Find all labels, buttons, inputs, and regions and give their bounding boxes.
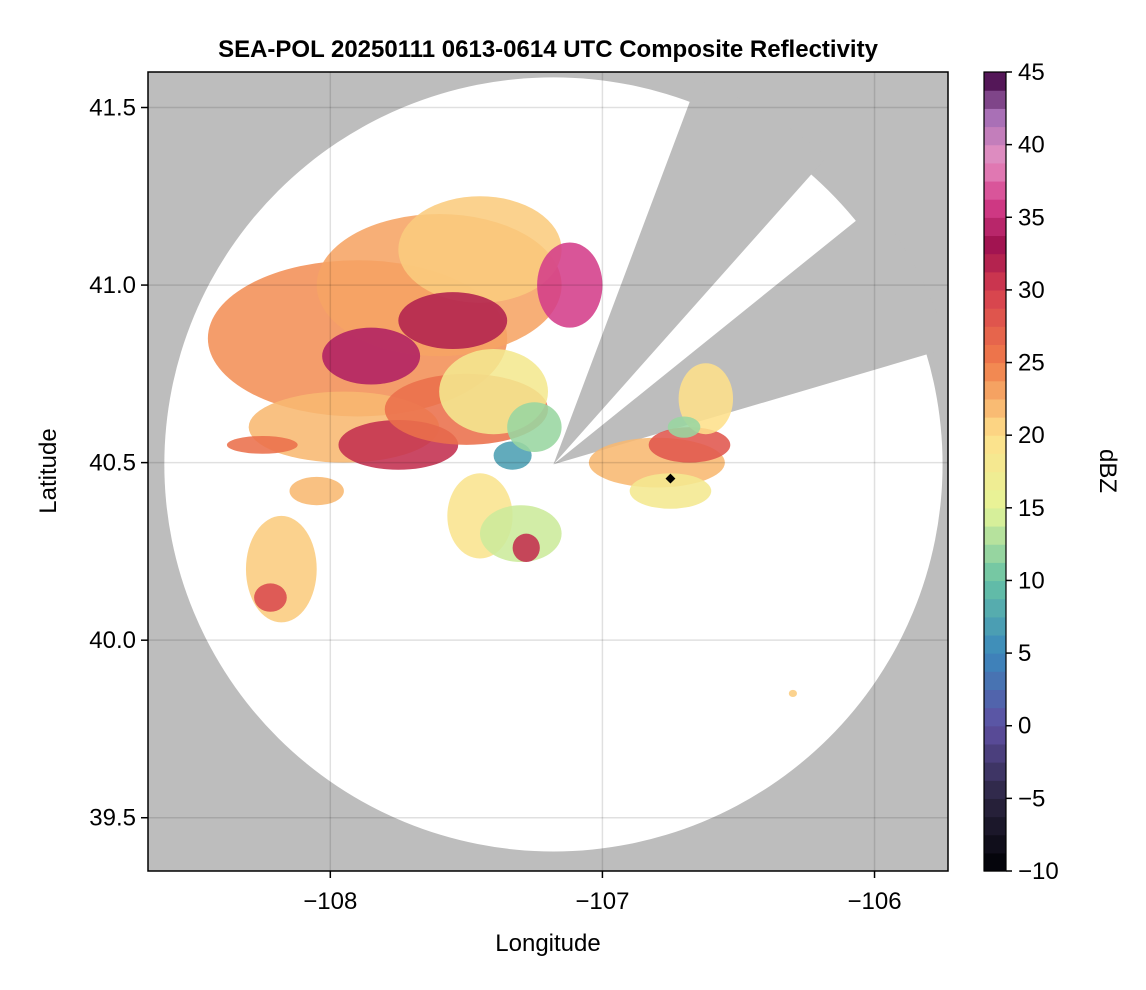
colorbar-segment xyxy=(984,144,1006,164)
y-tick-label: 41.0 xyxy=(89,272,136,299)
colorbar-tick-label: 10 xyxy=(1018,567,1045,594)
colorbar-segment xyxy=(984,743,1006,763)
colorbar-segment xyxy=(984,653,1006,672)
colorbar-segment xyxy=(984,798,1006,818)
colorbar-segment xyxy=(984,471,1006,491)
colorbar-segment xyxy=(984,326,1006,345)
echo-region-13 xyxy=(254,583,287,612)
colorbar-tick-label: 30 xyxy=(1018,277,1045,304)
colorbar-tick-label: 20 xyxy=(1018,422,1045,449)
colorbar-segment xyxy=(984,417,1006,436)
colorbar-tick-label: 25 xyxy=(1018,350,1045,377)
colorbar-segment xyxy=(984,834,1006,854)
echo-region-18 xyxy=(507,402,562,452)
colorbar-segment xyxy=(984,816,1006,836)
colorbar-segment xyxy=(984,362,1006,382)
colorbar-segment xyxy=(984,489,1006,509)
colorbar-segment xyxy=(984,108,1006,128)
colorbar-segment xyxy=(984,507,1006,527)
y-tick-label: 41.5 xyxy=(89,95,136,122)
location-marker xyxy=(665,473,676,484)
colorbar-segment xyxy=(984,707,1006,727)
colorbar-segment xyxy=(984,544,1006,563)
colorbar-segment xyxy=(984,344,1006,364)
colorbar-tick-label: 15 xyxy=(1018,495,1045,522)
plot-content xyxy=(148,72,948,871)
x-tick-label: −106 xyxy=(847,888,901,915)
colorbar-segment xyxy=(984,380,1006,400)
colorbar-segment xyxy=(984,453,1006,473)
colorbar-segment xyxy=(984,180,1006,200)
colorbar-segment xyxy=(984,126,1006,146)
colorbar-segment xyxy=(984,271,1006,291)
colorbar-segment xyxy=(984,616,1006,636)
colorbar-tick-label: 5 xyxy=(1018,640,1031,667)
colorbar-tick-label: 40 xyxy=(1018,132,1045,159)
colorbar-segment xyxy=(984,289,1006,309)
echo-region-21 xyxy=(678,363,734,435)
echo-region-11 xyxy=(289,476,344,506)
colorbar-tick-label: −10 xyxy=(1018,858,1059,885)
y-tick-label: 40.0 xyxy=(89,627,136,654)
colorbar-segment xyxy=(984,762,1006,781)
colorbar-segment xyxy=(984,634,1006,654)
echo-region-22 xyxy=(629,473,712,509)
colorbar-tick-label: −5 xyxy=(1018,785,1045,812)
echo-region-20 xyxy=(648,427,731,463)
chart-title: SEA-POL 20250111 0613-0614 UTC Composite… xyxy=(218,36,879,63)
echo-region-15 xyxy=(479,505,562,563)
colorbar-segment xyxy=(984,398,1006,418)
colorbar-tick-label: 45 xyxy=(1018,59,1045,86)
colorbar-segment xyxy=(984,308,1006,327)
colorbar-segment xyxy=(984,90,1006,109)
colorbar-segment xyxy=(984,199,1006,218)
echo-region-5 xyxy=(537,242,603,328)
echo-region-2 xyxy=(398,196,562,303)
echo-region-10 xyxy=(226,435,298,454)
colorbar-tick-label: 35 xyxy=(1018,204,1045,231)
blocked-sector-0 xyxy=(553,80,827,465)
y-axis-label: Latitude xyxy=(35,428,62,513)
plot-frame xyxy=(147,71,949,872)
echo-region-4 xyxy=(398,292,508,349)
colorbar-segment xyxy=(984,435,1006,454)
colorbar-segment xyxy=(984,598,1006,618)
colorbar-segment xyxy=(984,235,1006,255)
colorbar-segment xyxy=(984,780,1006,799)
x-tick-label: −107 xyxy=(575,888,629,915)
radar-coverage-disk xyxy=(164,77,943,852)
colorbar-segment xyxy=(984,162,1006,182)
colorbar-segment xyxy=(984,562,1006,582)
colorbar-segment xyxy=(984,72,1006,91)
x-axis-label: Longitude xyxy=(495,930,600,957)
echo-region-23 xyxy=(667,416,701,438)
colorbar-frame xyxy=(983,71,1007,872)
colorbar-segment xyxy=(984,852,1006,872)
colorbar-segment xyxy=(984,689,1006,709)
colorbar-segment xyxy=(984,525,1006,545)
colorbar-segment xyxy=(984,580,1006,600)
colorbar-tick-label: 0 xyxy=(1018,713,1031,740)
colorbar-segment xyxy=(984,671,1006,691)
x-tick-label: −108 xyxy=(303,888,357,915)
colorbar-label: dBZ xyxy=(1094,449,1121,493)
echo-region-3 xyxy=(322,327,421,385)
colorbar-segment xyxy=(984,725,1006,745)
colorbar-segment xyxy=(984,217,1006,237)
blocked-sector-1 xyxy=(553,206,948,465)
colorbar-segment xyxy=(984,253,1006,273)
echo-region-16 xyxy=(512,533,540,563)
echo-region-24 xyxy=(788,689,797,697)
y-tick-label: 40.5 xyxy=(89,450,136,477)
y-tick-label: 39.5 xyxy=(89,805,136,832)
